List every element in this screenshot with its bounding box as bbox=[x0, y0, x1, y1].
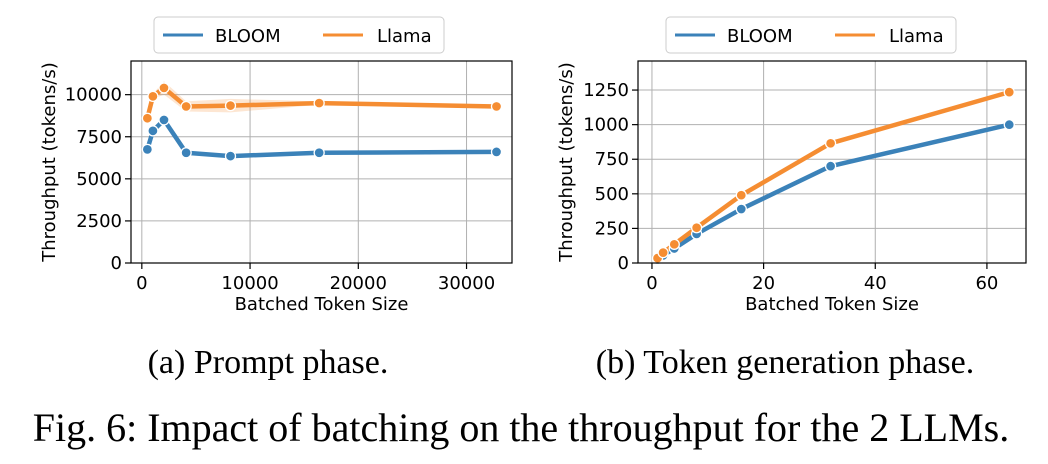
legend-a: BLOOM Llama bbox=[153, 16, 445, 54]
point-bloom-a bbox=[158, 114, 170, 126]
y-tick-label-a: 7500 bbox=[76, 127, 122, 148]
plot-frame-b bbox=[637, 60, 1027, 264]
x-tick-label-b: 20 bbox=[752, 273, 775, 294]
legend-label-bloom-a: BLOOM bbox=[215, 26, 281, 47]
grid-a bbox=[131, 61, 512, 264]
point-bloom-b bbox=[735, 203, 747, 215]
point-bloom-b bbox=[1003, 118, 1015, 131]
x-tick-label-a: 0 bbox=[136, 273, 147, 294]
point-bloom-a bbox=[224, 150, 237, 162]
x-tick-label-b: 0 bbox=[646, 273, 657, 294]
legend-label-llama-b: Llama bbox=[889, 26, 944, 47]
point-bloom-a bbox=[180, 147, 192, 159]
point-llama-b bbox=[690, 222, 703, 234]
x-tick-label-a: 10000 bbox=[221, 273, 278, 294]
panel-b: 0 20 40 60 0 250 500 750 1000 1250 Batched Token … bbox=[556, 16, 1027, 381]
ticks-b: 0 20 40 60 0 250 500 750 1000 1250 bbox=[583, 80, 998, 294]
point-llama-a bbox=[224, 99, 237, 112]
point-llama-b bbox=[657, 246, 669, 259]
point-bloom-b bbox=[824, 160, 837, 172]
legend-label-llama-a: Llama bbox=[377, 26, 432, 47]
y-tick-label-b: 250 bbox=[595, 218, 629, 239]
series-points-a bbox=[141, 82, 503, 162]
point-llama-a bbox=[490, 100, 503, 113]
x-tick-label-a: 30000 bbox=[438, 273, 495, 294]
legend-box-b bbox=[665, 16, 957, 54]
x-tick-label-b: 40 bbox=[864, 273, 887, 294]
point-bloom-a bbox=[490, 146, 503, 158]
point-llama-a bbox=[141, 112, 154, 124]
panel-a: 0 10000 20000 30000 0 2500 5000 7500 10000 Batch… bbox=[39, 16, 513, 381]
point-llama-b bbox=[1003, 86, 1015, 98]
y-tick-label-a: 0 bbox=[111, 253, 122, 274]
subcaption-b: (b) Token generation phase. bbox=[596, 344, 974, 381]
ticks-a: 0 10000 20000 30000 0 2500 5000 7500 10000 bbox=[65, 85, 495, 294]
point-llama-b bbox=[668, 238, 680, 250]
y-tick-label-b: 500 bbox=[595, 184, 629, 205]
y-tick-label-a: 10000 bbox=[65, 85, 122, 106]
plot-frame-a bbox=[130, 60, 513, 264]
confidence-band-a bbox=[147, 81, 497, 120]
legend-b: BLOOM Llama bbox=[665, 16, 957, 54]
y-axis-label-a: Throughput (tokens/s) bbox=[39, 62, 60, 262]
point-bloom-a bbox=[313, 147, 325, 159]
line-llama-b bbox=[655, 89, 1012, 261]
point-bloom-a bbox=[141, 143, 154, 156]
series-lines-b bbox=[655, 89, 1012, 262]
point-llama-a bbox=[147, 90, 159, 102]
series-points-b bbox=[651, 86, 1015, 266]
legend-label-bloom-b: BLOOM bbox=[727, 26, 793, 47]
y-axis-label-b: Throughput (tokens/s) bbox=[556, 62, 577, 262]
x-tick-label-a: 20000 bbox=[330, 273, 387, 294]
point-llama-b bbox=[824, 137, 837, 149]
band-llama-a bbox=[147, 81, 497, 120]
figure-caption: Fig. 6: Impact of batching on the throug… bbox=[33, 405, 1010, 450]
subcaption-a: (a) Prompt phase. bbox=[148, 344, 389, 381]
y-tick-label-b: 1000 bbox=[583, 115, 629, 136]
y-tick-label-b: 0 bbox=[618, 253, 629, 274]
y-tick-label-a: 2500 bbox=[76, 211, 122, 232]
point-llama-a bbox=[313, 97, 325, 109]
y-tick-label-b: 750 bbox=[595, 149, 629, 170]
point-bloom-a bbox=[147, 125, 159, 137]
x-tick-label-b: 60 bbox=[975, 273, 998, 294]
x-axis-label-b: Batched Token Size bbox=[745, 294, 919, 315]
point-llama-a bbox=[158, 82, 170, 94]
x-axis-label-a: Batched Token Size bbox=[235, 294, 409, 315]
legend-box-a bbox=[153, 16, 445, 54]
y-tick-label-a: 5000 bbox=[76, 169, 122, 190]
point-llama-b bbox=[735, 189, 747, 201]
y-tick-label-b: 1250 bbox=[583, 80, 629, 101]
point-llama-a bbox=[180, 100, 192, 113]
